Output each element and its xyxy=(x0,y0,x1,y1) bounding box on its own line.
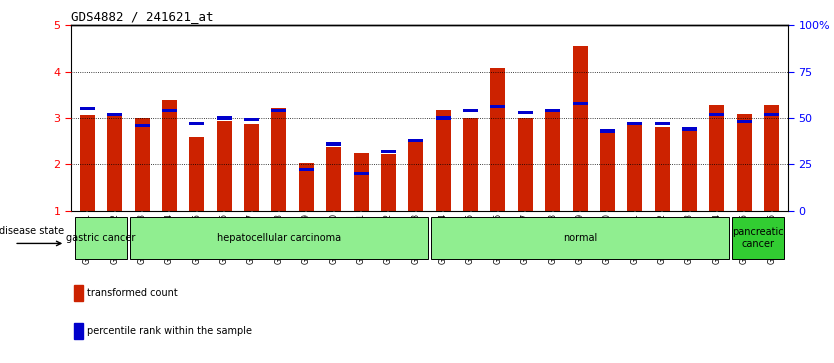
Bar xyxy=(545,109,560,112)
Text: GSM1200316: GSM1200316 xyxy=(767,213,776,264)
Bar xyxy=(326,142,341,146)
Text: GSM1200312: GSM1200312 xyxy=(658,213,666,264)
Bar xyxy=(545,109,560,211)
Bar xyxy=(271,108,286,211)
Bar xyxy=(326,147,341,211)
Bar xyxy=(74,285,83,301)
Bar xyxy=(244,125,259,211)
Bar xyxy=(518,111,533,114)
Bar xyxy=(600,129,615,132)
Bar xyxy=(409,139,424,142)
Bar xyxy=(627,122,642,125)
Bar xyxy=(682,129,697,211)
Bar xyxy=(217,117,232,119)
Text: pancreatic
cancer: pancreatic cancer xyxy=(732,227,784,249)
Text: GSM1200296: GSM1200296 xyxy=(219,213,229,264)
Bar xyxy=(354,172,369,175)
Bar xyxy=(655,122,670,125)
Bar xyxy=(463,109,478,112)
Bar xyxy=(244,118,259,122)
Bar xyxy=(80,115,95,211)
Text: GSM1200297: GSM1200297 xyxy=(247,213,256,264)
Text: disease state: disease state xyxy=(0,226,64,236)
Bar xyxy=(736,114,752,211)
Text: GSM1200315: GSM1200315 xyxy=(740,213,749,264)
Text: GSM1200294: GSM1200294 xyxy=(165,213,174,264)
Text: percentile rank within the sample: percentile rank within the sample xyxy=(88,326,253,336)
Bar xyxy=(107,113,123,116)
Bar xyxy=(710,105,725,211)
Bar xyxy=(490,68,505,211)
Bar xyxy=(299,163,314,211)
Bar xyxy=(710,113,725,116)
Text: GSM1200293: GSM1200293 xyxy=(138,213,147,264)
Text: GSM1200311: GSM1200311 xyxy=(631,213,640,264)
Text: gastric cancer: gastric cancer xyxy=(67,233,136,243)
Text: GSM1200292: GSM1200292 xyxy=(110,213,119,264)
Text: GSM1200309: GSM1200309 xyxy=(575,213,585,264)
Bar xyxy=(299,168,314,171)
Text: GSM1200302: GSM1200302 xyxy=(384,213,393,264)
FancyBboxPatch shape xyxy=(431,216,729,259)
FancyBboxPatch shape xyxy=(75,216,127,259)
Text: GSM1200310: GSM1200310 xyxy=(603,213,612,264)
Bar xyxy=(435,110,450,211)
Text: GSM1200299: GSM1200299 xyxy=(302,213,311,264)
Bar xyxy=(107,113,123,211)
Bar xyxy=(764,113,779,116)
Bar xyxy=(134,124,149,127)
Bar xyxy=(655,127,670,211)
Bar xyxy=(162,101,177,211)
Text: GSM1200304: GSM1200304 xyxy=(439,213,448,264)
Bar xyxy=(463,118,478,211)
Bar xyxy=(381,154,396,211)
Bar xyxy=(409,142,424,211)
Bar xyxy=(518,118,533,211)
Text: GSM1200291: GSM1200291 xyxy=(83,213,92,264)
Text: hepatocellular carcinoma: hepatocellular carcinoma xyxy=(217,233,341,243)
Text: GSM1200303: GSM1200303 xyxy=(411,213,420,264)
Text: GSM1200300: GSM1200300 xyxy=(329,213,339,264)
Bar xyxy=(162,109,177,112)
Bar xyxy=(600,129,615,211)
Bar xyxy=(217,121,232,211)
Bar xyxy=(80,107,95,110)
Text: GSM1200301: GSM1200301 xyxy=(357,213,365,264)
Text: GSM1200313: GSM1200313 xyxy=(685,213,694,264)
FancyBboxPatch shape xyxy=(732,216,784,259)
Text: GSM1200314: GSM1200314 xyxy=(712,213,721,264)
Bar xyxy=(134,118,149,211)
Bar xyxy=(573,46,588,211)
Text: GSM1200306: GSM1200306 xyxy=(494,213,502,264)
Bar xyxy=(435,117,450,119)
Bar xyxy=(573,102,588,105)
Bar xyxy=(736,120,752,123)
Text: GSM1200295: GSM1200295 xyxy=(193,213,201,264)
Bar xyxy=(627,123,642,211)
Text: GSM1200308: GSM1200308 xyxy=(548,213,557,264)
Bar xyxy=(189,138,204,211)
Text: GSM1200305: GSM1200305 xyxy=(466,213,475,264)
Bar xyxy=(271,109,286,112)
Bar xyxy=(682,127,697,131)
Text: normal: normal xyxy=(563,233,597,243)
FancyBboxPatch shape xyxy=(130,216,428,259)
Bar xyxy=(189,122,204,125)
Bar xyxy=(381,150,396,153)
Bar xyxy=(354,153,369,211)
Text: GSM1200298: GSM1200298 xyxy=(274,213,284,264)
Bar xyxy=(74,323,83,339)
Text: transformed count: transformed count xyxy=(88,288,178,298)
Bar xyxy=(764,105,779,211)
Text: GDS4882 / 241621_at: GDS4882 / 241621_at xyxy=(71,10,214,23)
Text: GSM1200307: GSM1200307 xyxy=(520,213,530,264)
Bar xyxy=(490,105,505,109)
